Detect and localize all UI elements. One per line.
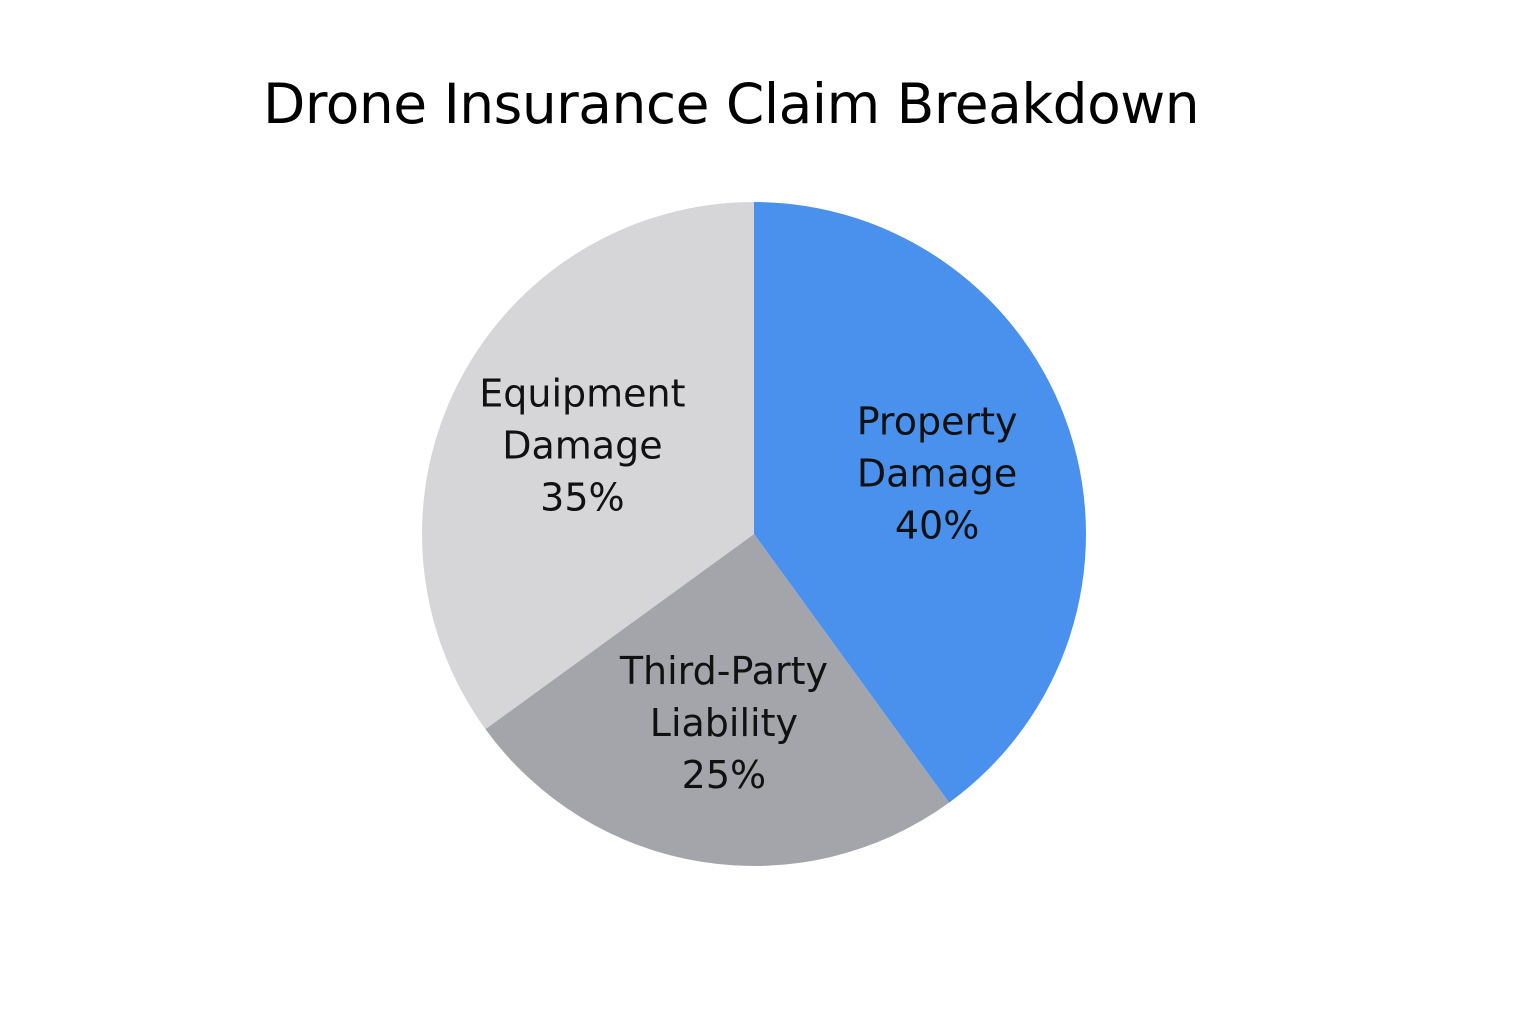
pie-slice-third-party-liability (485, 534, 950, 866)
chart-title: Drone Insurance Claim Breakdown (263, 72, 1200, 136)
slice-category-label: Damage (857, 452, 1017, 496)
pie-slice-property-damage (754, 202, 1086, 803)
pie-label-equipment-damage: Equipment Damage 35% (479, 372, 685, 520)
pie-label-property-damage: Property Damage 40% (857, 400, 1018, 548)
slice-value-label: 35% (540, 476, 624, 520)
pie-label-third-party-liability: Third-Party Liability 25% (619, 649, 828, 797)
slice-category-label: Third-Party (619, 649, 828, 693)
slice-value-label: 40% (895, 504, 979, 548)
slice-category-label: Property (857, 400, 1018, 444)
slice-category-label: Equipment (479, 372, 685, 416)
slice-value-label: 25% (682, 753, 766, 797)
slice-category-label: Damage (502, 424, 662, 468)
pie-slices (422, 202, 1086, 866)
pie-slice-equipment-damage (422, 202, 754, 730)
pie-labels: Property Damage 40% Third-Party Liability 25%… (479, 372, 1017, 798)
slice-category-label: Liability (650, 701, 798, 745)
